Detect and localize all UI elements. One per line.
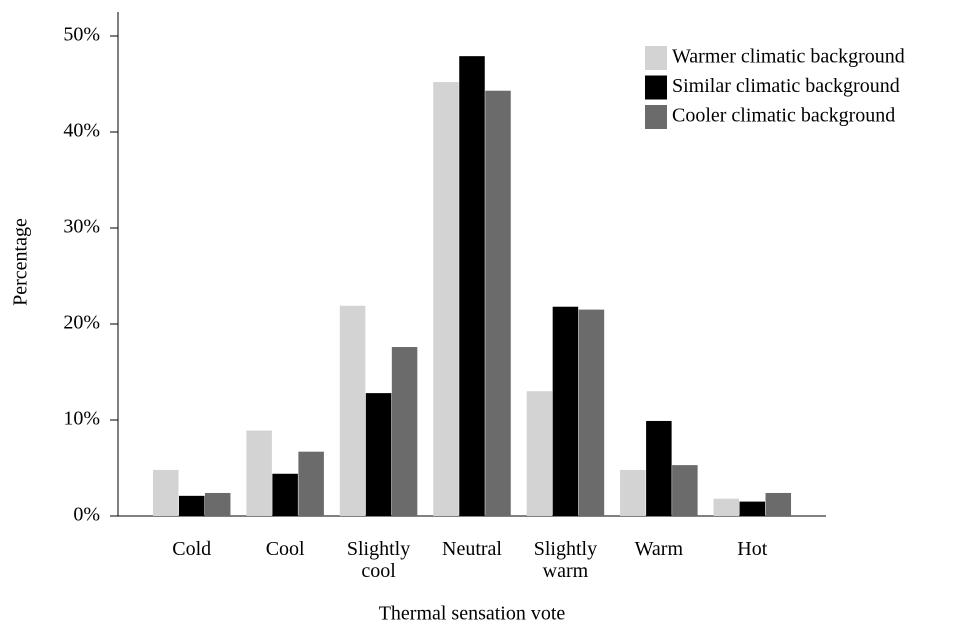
y-tick-label: 0% (73, 504, 100, 526)
bar (578, 309, 605, 516)
bar (646, 420, 672, 516)
y-axis-title: Percentage (10, 218, 32, 306)
legend-swatch (645, 75, 667, 100)
x-tick-label: Cold (172, 538, 212, 560)
x-tick-label: Slightly warm (533, 538, 598, 582)
y-tick-label: 50% (63, 24, 100, 46)
x-axis-title: Thermal sensation vote (379, 603, 566, 625)
bar (765, 492, 792, 516)
bar (178, 495, 205, 516)
bar (526, 391, 553, 516)
bar (739, 501, 766, 516)
bar (272, 473, 298, 516)
legend-label: Similar climatic background (672, 75, 900, 97)
bar (459, 56, 485, 516)
x-tick-label: Cool (265, 538, 305, 560)
bar (204, 492, 231, 516)
x-tick-label: Neutral (442, 538, 502, 560)
legend-swatch (645, 46, 667, 70)
bar (485, 90, 511, 516)
bar (713, 498, 740, 516)
bar (672, 465, 698, 516)
y-tick-label: 40% (63, 120, 100, 142)
legend-label: Warmer climatic background (672, 46, 905, 68)
bar (433, 82, 459, 516)
bar (339, 305, 366, 516)
y-tick-label: 20% (63, 312, 100, 334)
legend-label: Cooler climatic background (672, 105, 895, 127)
y-tick-label: 30% (63, 216, 100, 238)
y-tick-label: 10% (63, 408, 100, 430)
bar (552, 306, 579, 516)
bar (152, 469, 179, 516)
x-tick-label: Slightly cool (346, 538, 411, 582)
bar (365, 393, 392, 516)
x-tick-label: Warm (634, 538, 684, 560)
bar (298, 451, 324, 516)
bar (246, 430, 272, 516)
x-tick-label: Hot (737, 538, 768, 560)
bar (620, 469, 646, 516)
bar (391, 347, 418, 516)
legend-swatch (645, 105, 667, 129)
